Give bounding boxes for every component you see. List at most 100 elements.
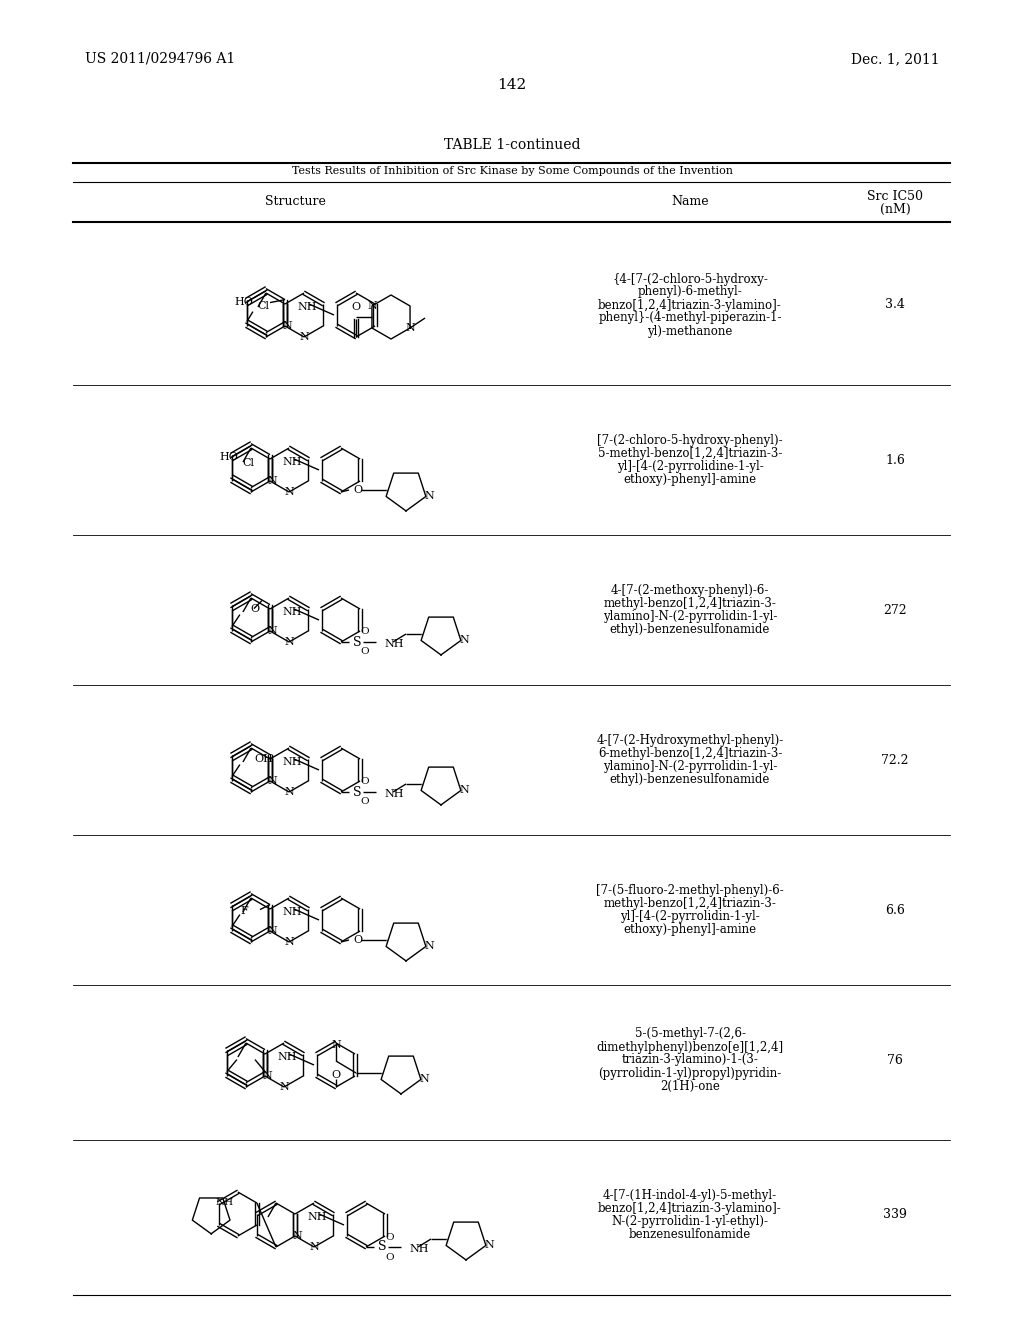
Text: 5-methyl-benzo[1,2,4]triazin-3-: 5-methyl-benzo[1,2,4]triazin-3- [598, 447, 782, 459]
Text: N: N [406, 323, 415, 333]
Text: O: O [353, 484, 362, 495]
Text: phenyl)-6-methyl-: phenyl)-6-methyl- [638, 285, 742, 298]
Text: N: N [267, 927, 276, 936]
Text: N: N [424, 491, 434, 502]
Text: N: N [459, 635, 469, 645]
Text: N: N [285, 638, 294, 647]
Text: 2(1H)-one: 2(1H)-one [660, 1080, 720, 1093]
Text: NH: NH [282, 607, 301, 616]
Text: 4-[7-(1H-indol-4-yl)-5-methyl-: 4-[7-(1H-indol-4-yl)-5-methyl- [603, 1189, 777, 1203]
Text: N: N [285, 487, 294, 498]
Text: N: N [367, 301, 377, 312]
Text: ethyl)-benzenesulfonamide: ethyl)-benzenesulfonamide [610, 774, 770, 785]
Text: Cl: Cl [242, 458, 254, 467]
Text: TABLE 1-continued: TABLE 1-continued [443, 139, 581, 152]
Text: benzenesulfonamide: benzenesulfonamide [629, 1228, 752, 1241]
Text: Src IC50: Src IC50 [867, 190, 923, 203]
Text: N: N [285, 937, 294, 946]
Text: NH: NH [384, 789, 403, 799]
Text: NH: NH [282, 457, 301, 467]
Text: yl]-[4-(2-pyrrolidin-1-yl-: yl]-[4-(2-pyrrolidin-1-yl- [621, 909, 760, 923]
Text: 76: 76 [887, 1053, 903, 1067]
Text: N: N [484, 1241, 494, 1250]
Text: {4-[7-(2-chloro-5-hydroxy-: {4-[7-(2-chloro-5-hydroxy- [612, 272, 768, 285]
Text: US 2011/0294796 A1: US 2011/0294796 A1 [85, 51, 236, 66]
Text: ethoxy)-phenyl]-amine: ethoxy)-phenyl]-amine [624, 923, 757, 936]
Text: S: S [352, 785, 361, 799]
Text: ethoxy)-phenyl]-amine: ethoxy)-phenyl]-amine [624, 473, 757, 486]
Text: NH: NH [216, 1199, 233, 1208]
Text: N: N [419, 1074, 429, 1085]
Text: methyl-benzo[1,2,4]triazin-3-: methyl-benzo[1,2,4]triazin-3- [603, 898, 776, 909]
Text: N: N [267, 477, 276, 486]
Text: S: S [378, 1241, 386, 1254]
Text: 142: 142 [498, 78, 526, 92]
Text: 6.6: 6.6 [885, 903, 905, 916]
Text: (nM): (nM) [880, 203, 910, 216]
Text: Name: Name [671, 195, 709, 209]
Text: ylamino]-N-(2-pyrrolidin-1-yl-: ylamino]-N-(2-pyrrolidin-1-yl- [603, 610, 777, 623]
Text: HO: HO [219, 451, 238, 462]
Text: O: O [360, 797, 370, 807]
Text: O: O [360, 627, 370, 636]
Text: N: N [285, 787, 294, 797]
Text: N: N [280, 1082, 289, 1092]
Text: yl)-methanone: yl)-methanone [647, 325, 733, 338]
Text: triazin-3-ylamino)-1-(3-: triazin-3-ylamino)-1-(3- [622, 1053, 759, 1067]
Text: 4-[7-(2-methoxy-phenyl)-6-: 4-[7-(2-methoxy-phenyl)-6- [610, 583, 769, 597]
Text: O: O [360, 648, 370, 656]
Text: [7-(2-chloro-5-hydroxy-phenyl)-: [7-(2-chloro-5-hydroxy-phenyl)- [597, 434, 782, 447]
Text: (pyrrolidin-1-yl)propyl)pyridin-: (pyrrolidin-1-yl)propyl)pyridin- [598, 1067, 781, 1080]
Text: O: O [351, 302, 360, 312]
Text: N: N [424, 941, 434, 952]
Text: N: N [299, 333, 309, 342]
Text: 339: 339 [883, 1209, 907, 1221]
Text: N: N [292, 1232, 302, 1241]
Text: N: N [309, 1242, 318, 1251]
Text: NH: NH [297, 302, 316, 312]
Text: ethyl)-benzenesulfonamide: ethyl)-benzenesulfonamide [610, 623, 770, 636]
Text: 4-[7-(2-Hydroxymethyl-phenyl)-: 4-[7-(2-Hydroxymethyl-phenyl)- [596, 734, 783, 747]
Text: Cl: Cl [257, 301, 269, 310]
Text: F: F [241, 906, 248, 916]
Text: NH: NH [282, 756, 301, 767]
Text: O: O [360, 777, 370, 787]
Text: N: N [283, 321, 292, 331]
Text: O: O [353, 935, 362, 945]
Text: benzo[1,2,4]triazin-3-ylamino]-: benzo[1,2,4]triazin-3-ylamino]- [598, 1203, 782, 1214]
Text: benzo[1,2,4]triazin-3-ylamino]-: benzo[1,2,4]triazin-3-ylamino]- [598, 298, 782, 312]
Text: OH: OH [254, 754, 272, 763]
Text: yl]-[4-(2-pyrrolidine-1-yl-: yl]-[4-(2-pyrrolidine-1-yl- [616, 459, 763, 473]
Text: Structure: Structure [264, 195, 326, 209]
Text: HO: HO [234, 297, 253, 306]
Text: phenyl}-(4-methyl-piperazin-1-: phenyl}-(4-methyl-piperazin-1- [598, 312, 781, 325]
Text: O: O [386, 1233, 394, 1242]
Text: O: O [250, 603, 259, 614]
Text: Dec. 1, 2011: Dec. 1, 2011 [851, 51, 940, 66]
Text: N: N [262, 1071, 272, 1081]
Text: methyl-benzo[1,2,4]triazin-3-: methyl-benzo[1,2,4]triazin-3- [603, 597, 776, 610]
Text: 72.2: 72.2 [882, 754, 908, 767]
Text: NH: NH [278, 1052, 297, 1063]
Text: 1.6: 1.6 [885, 454, 905, 466]
Text: NH: NH [307, 1212, 327, 1222]
Text: [7-(5-fluoro-2-methyl-phenyl)-6-: [7-(5-fluoro-2-methyl-phenyl)-6- [596, 884, 784, 898]
Text: 3.4: 3.4 [885, 298, 905, 312]
Text: dimethylphenyl)benzo[e][1,2,4]: dimethylphenyl)benzo[e][1,2,4] [596, 1040, 783, 1053]
Text: O: O [386, 1253, 394, 1262]
Text: N: N [267, 626, 276, 636]
Text: NH: NH [282, 907, 301, 917]
Text: NH: NH [409, 1243, 428, 1254]
Text: N: N [267, 776, 276, 785]
Text: N-(2-pyrrolidin-1-yl-ethyl)-: N-(2-pyrrolidin-1-yl-ethyl)- [611, 1214, 768, 1228]
Text: S: S [352, 635, 361, 648]
Text: ylamino]-N-(2-pyrrolidin-1-yl-: ylamino]-N-(2-pyrrolidin-1-yl- [603, 760, 777, 774]
Text: N: N [459, 785, 469, 796]
Text: 272: 272 [883, 603, 907, 616]
Text: 5-(5-methyl-7-(2,6-: 5-(5-methyl-7-(2,6- [635, 1027, 745, 1040]
Text: Tests Results of Inhibition of Src Kinase by Some Compounds of the Invention: Tests Results of Inhibition of Src Kinas… [292, 166, 732, 176]
Text: O: O [332, 1071, 341, 1080]
Text: N: N [331, 1040, 341, 1049]
Text: NH: NH [384, 639, 403, 649]
Text: 6-methyl-benzo[1,2,4]triazin-3-: 6-methyl-benzo[1,2,4]triazin-3- [598, 747, 782, 760]
